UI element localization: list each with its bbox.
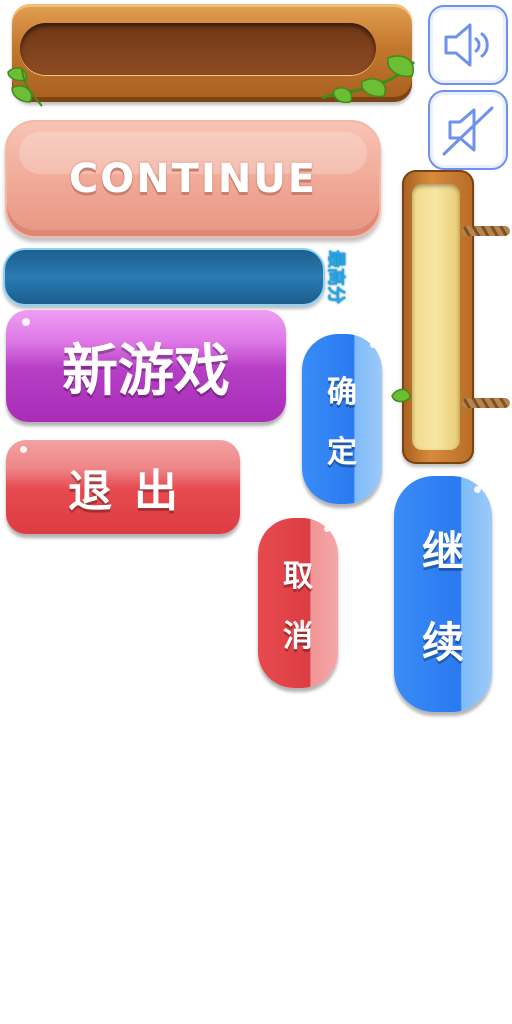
cancel-char-1: 取 xyxy=(283,559,313,594)
speaker-on-icon xyxy=(444,23,489,67)
sound-on-button[interactable] xyxy=(428,5,508,85)
title-plank-slot xyxy=(20,23,376,75)
confirm-button[interactable]: 确 定 xyxy=(302,334,382,504)
continue-button[interactable]: CONTINUE xyxy=(5,120,381,238)
quit-label: 退出 xyxy=(68,466,200,517)
high-score-bar xyxy=(3,248,325,306)
quit-button[interactable]: 退出 xyxy=(6,440,240,534)
gloss-dot xyxy=(20,446,27,453)
continue-cn-char-1: 继 xyxy=(421,527,464,576)
high-score-label: 最高分 xyxy=(325,250,346,304)
cancel-button[interactable]: 取 消 xyxy=(258,518,338,688)
gloss-dot xyxy=(22,318,30,326)
rope-bottom xyxy=(462,398,510,408)
new-game-label: 新游戏 xyxy=(62,338,230,404)
vertical-sign-panel xyxy=(412,184,460,450)
confirm-char-1: 确 xyxy=(327,375,357,410)
cancel-char-2: 消 xyxy=(283,619,313,654)
vine-left-decoration xyxy=(7,67,43,107)
confirm-char-2: 定 xyxy=(327,435,357,470)
rope-top xyxy=(462,226,510,236)
leaf-decoration xyxy=(391,388,411,403)
continue-cn-char-2: 续 xyxy=(421,618,464,667)
gloss-dot xyxy=(474,486,481,493)
sound-off-button[interactable] xyxy=(428,90,508,170)
continue-cn-button[interactable]: 继 续 xyxy=(394,476,492,712)
continue-label: CONTINUE xyxy=(68,156,318,202)
new-game-button[interactable]: 新游戏 xyxy=(6,310,286,422)
gloss-dot xyxy=(324,526,330,532)
vine-right-decoration xyxy=(321,55,416,104)
gloss-dot xyxy=(370,342,376,348)
speaker-muted-icon xyxy=(442,106,494,156)
